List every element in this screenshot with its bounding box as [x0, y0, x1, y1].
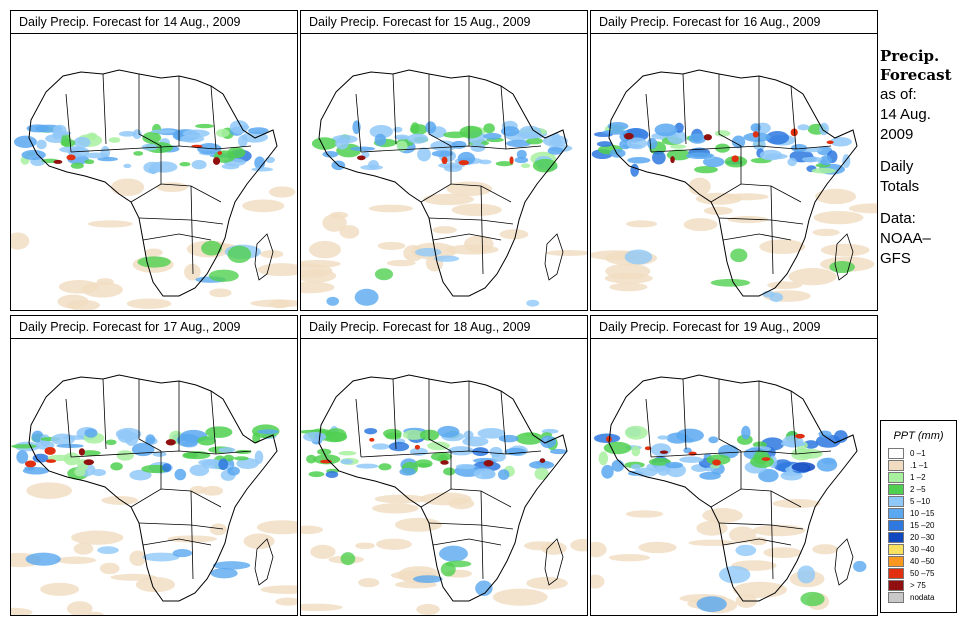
legend-label: 15 –20 — [910, 520, 935, 530]
legend-item: 5 –10 — [888, 495, 956, 507]
forecast-map — [301, 339, 587, 615]
forecast-panel-6: Daily Precip. Forecast for 19 Aug., 2009 — [590, 315, 878, 616]
legend-item: 2 –5 — [888, 483, 956, 495]
forecast-map — [301, 34, 587, 310]
legend-label: 10 –15 — [910, 508, 935, 518]
forecast-panel-4: Daily Precip. Forecast for 17 Aug., 2009 — [10, 315, 298, 616]
legend-swatch — [888, 495, 904, 507]
legend-item: 40 –50 — [888, 555, 956, 567]
forecast-map — [11, 339, 297, 615]
legend-rows: 0 –1 .1 –1 1 –2 2 –5 5 –10 10 –15 15 –20 20 –30… — [881, 447, 956, 603]
legend-swatch — [888, 591, 904, 603]
legend-item: 0 –1 — [888, 447, 956, 459]
data-source-line1: Data: — [880, 210, 916, 227]
precip-legend: PPT (mm) 0 –1 .1 –1 1 –2 2 –5 5 –10 10 –15 15 … — [880, 420, 957, 613]
panel-title: Daily Precip. Forecast for 14 Aug., 2009 — [11, 11, 297, 34]
africa-precip-map — [301, 69, 587, 307]
forecast-panel-3: Daily Precip. Forecast for 16 Aug., 2009 — [590, 10, 878, 311]
legend-swatch — [888, 543, 904, 555]
legend-swatch — [888, 507, 904, 519]
africa-precip-map — [591, 69, 877, 303]
africa-precip-map — [591, 374, 867, 614]
panel-title: Daily Precip. Forecast for 19 Aug., 2009 — [591, 316, 877, 339]
forecast-panel-5: Daily Precip. Forecast for 18 Aug., 2009 — [300, 315, 588, 616]
totals-line2: Totals — [880, 178, 920, 195]
panel-title-prefix: Daily Precip. Forecast for — [599, 15, 740, 29]
panel-title: Daily Precip. Forecast for 15 Aug., 2009 — [301, 11, 587, 34]
legend-item: .1 –1 — [888, 459, 956, 471]
africa-coastline — [608, 374, 858, 602]
legend-label: 40 –50 — [910, 556, 935, 566]
legend-label: 30 –40 — [910, 544, 935, 554]
legend-item: nodata — [888, 591, 956, 603]
data-source-line3: GFS — [880, 250, 911, 267]
legend-item: 10 –15 — [888, 507, 956, 519]
legend-title: PPT (mm) — [893, 430, 944, 442]
legend-swatch — [888, 471, 904, 483]
panel-title: Daily Precip. Forecast for 17 Aug., 2009 — [11, 316, 297, 339]
legend-swatch — [888, 579, 904, 591]
legend-label: 50 –75 — [910, 568, 935, 578]
panel-title-prefix: Daily Precip. Forecast for — [19, 320, 160, 334]
totals-line1: Daily — [880, 158, 914, 175]
legend-swatch — [888, 555, 904, 567]
legend-item: 15 –20 — [888, 519, 956, 531]
asof-label: as of: — [880, 86, 917, 103]
asof-date-line2: 2009 — [880, 126, 914, 143]
africa-precip-map — [301, 374, 587, 615]
side-title-line1: Precip. — [880, 47, 940, 65]
africa-coastline — [318, 69, 568, 297]
legend-label: .1 –1 — [910, 460, 928, 470]
legend-label: > 75 — [910, 580, 926, 590]
panel-title-prefix: Daily Precip. Forecast for — [19, 15, 160, 29]
africa-coastline — [608, 69, 858, 297]
legend-label: 2 –5 — [910, 484, 926, 494]
legend-swatch — [888, 483, 904, 495]
side-info: Precip. Forecast as of: 14 Aug. 2009 Dai… — [880, 47, 962, 269]
legend-item: > 75 — [888, 579, 956, 591]
data-source-line2: NOAA– — [880, 230, 931, 247]
legend-label: 1 –2 — [910, 472, 926, 482]
legend-swatch — [888, 531, 904, 543]
panel-date: 14 Aug., 2009 — [163, 15, 241, 29]
legend-swatch — [888, 519, 904, 531]
legend-item: 50 –75 — [888, 567, 956, 579]
forecast-map — [11, 34, 297, 310]
africa-coastline — [28, 69, 278, 297]
legend-item: 30 –40 — [888, 543, 956, 555]
panel-title-prefix: Daily Precip. Forecast for — [309, 15, 450, 29]
forecast-map — [591, 34, 877, 310]
panel-title-prefix: Daily Precip. Forecast for — [599, 320, 740, 334]
legend-item: 1 –2 — [888, 471, 956, 483]
africa-coastline — [28, 374, 278, 602]
panel-title-prefix: Daily Precip. Forecast for — [309, 320, 450, 334]
panel-date: 15 Aug., 2009 — [453, 15, 531, 29]
forecast-map — [591, 339, 877, 615]
legend-swatch — [888, 459, 904, 471]
side-title-line2: Forecast — [880, 66, 952, 84]
panel-date: 17 Aug., 2009 — [163, 320, 241, 334]
panel-date: 19 Aug., 2009 — [743, 320, 821, 334]
panel-date: 18 Aug., 2009 — [453, 320, 531, 334]
legend-swatch — [888, 567, 904, 579]
panel-date: 16 Aug., 2009 — [743, 15, 821, 29]
legend-label: nodata — [910, 592, 935, 602]
panel-title: Daily Precip. Forecast for 18 Aug., 2009 — [301, 316, 587, 339]
africa-precip-map — [11, 374, 297, 615]
africa-precip-map — [11, 69, 297, 310]
legend-swatch — [888, 447, 904, 459]
legend-label: 0 –1 — [910, 448, 926, 458]
forecast-panel-1: Daily Precip. Forecast for 14 Aug., 2009 — [10, 10, 298, 311]
legend-label: 20 –30 — [910, 532, 935, 542]
asof-date-line1: 14 Aug. — [880, 106, 931, 123]
forecast-panel-2: Daily Precip. Forecast for 15 Aug., 2009 — [300, 10, 588, 311]
panel-title: Daily Precip. Forecast for 16 Aug., 2009 — [591, 11, 877, 34]
legend-item: 20 –30 — [888, 531, 956, 543]
africa-coastline — [318, 374, 568, 602]
legend-label: 5 –10 — [910, 496, 931, 506]
